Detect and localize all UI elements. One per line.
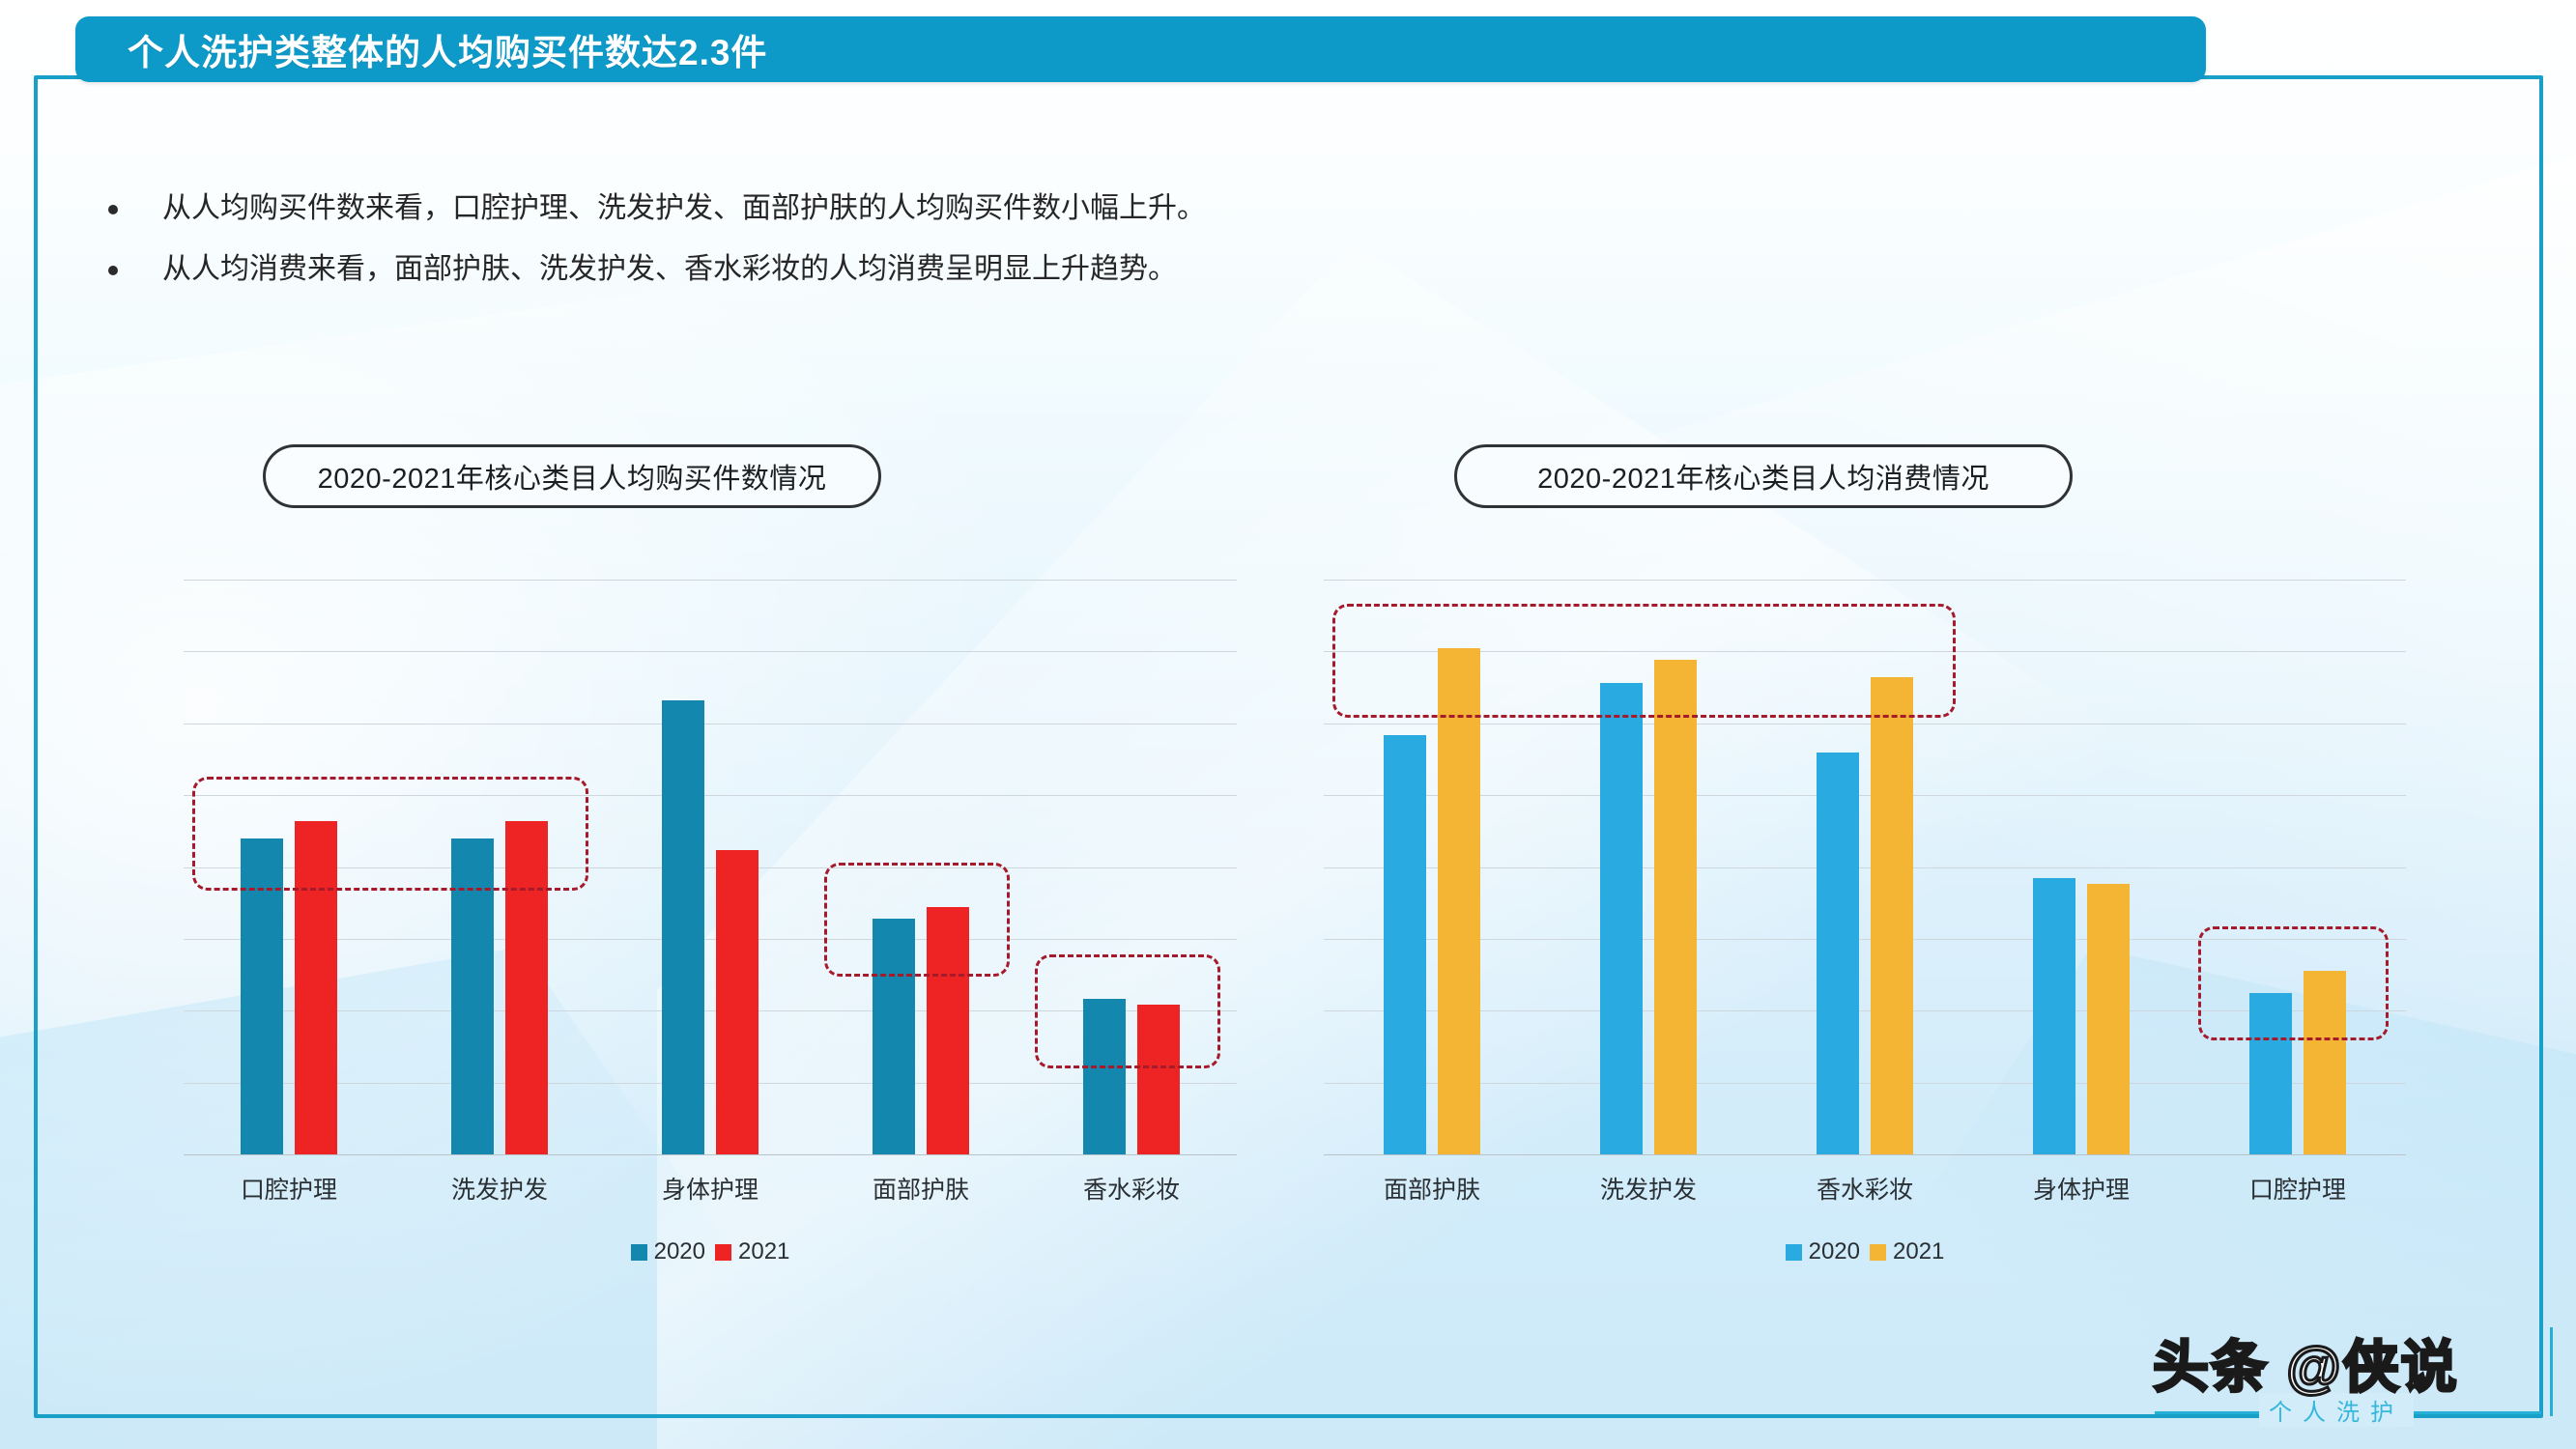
bar-group	[1324, 580, 1540, 1154]
bar-2020	[662, 699, 704, 1154]
bullet-list: 从人均购买件数来看，口腔护理、洗发护发、面部护肤的人均购买件数小幅上升。 从人均…	[108, 189, 2041, 310]
legend-swatch-icon	[630, 1243, 647, 1261]
bar-2020	[873, 919, 915, 1154]
x-axis-label: 洗发护发	[1599, 1177, 1697, 1204]
gridline	[1324, 795, 2406, 797]
gridline	[1324, 651, 2406, 653]
bar-group	[184, 580, 394, 1154]
bar-group	[1973, 580, 2190, 1154]
bar-group	[816, 580, 1026, 1154]
x-axis-label: 面部护肤	[1383, 1177, 1480, 1204]
bar-2021	[1654, 660, 1697, 1154]
bar-group	[394, 580, 605, 1154]
slide-title-bar: 个人洗护类整体的人均购买件数达2.3件	[75, 16, 2206, 82]
gridline	[184, 651, 1237, 653]
bar-group	[1026, 580, 1237, 1154]
page-title: 个人洗护类整体的人均购买件数达2.3件	[128, 33, 768, 72]
bar-2021	[1438, 648, 1480, 1154]
bar-2020	[1384, 734, 1426, 1154]
bar-group	[605, 580, 816, 1154]
bar-2020	[2033, 878, 2075, 1154]
bar-2020	[241, 838, 283, 1154]
bar-group	[1540, 580, 1757, 1154]
watermark-subtitle: 个人洗护	[2259, 1393, 2414, 1427]
watermark-title: 头条 @侠说	[2152, 1335, 2459, 1401]
watermark-corner-rule	[2550, 1327, 2553, 1416]
chart-title: 2020-2021年核心类目人均消费情况	[1537, 464, 1989, 495]
bar-2021	[2087, 884, 2130, 1154]
list-item: 从人均购买件数来看，口腔护理、洗发护发、面部护肤的人均购买件数小幅上升。	[108, 189, 2041, 229]
bullet-text: 从人均购买件数来看，口腔护理、洗发护发、面部护肤的人均购买件数小幅上升。	[162, 192, 1206, 224]
x-axis-label: 口腔护理	[240, 1177, 337, 1204]
bar-2020	[1600, 683, 1643, 1154]
bullet-text: 从人均消费来看，面部护肤、洗发护发、香水彩妆的人均消费呈明显上升趋势。	[162, 252, 1177, 285]
bar-2021	[716, 849, 758, 1154]
legend-label: 2020	[1808, 1238, 1860, 1264]
gridline	[184, 1082, 1237, 1084]
bar-2021	[505, 820, 548, 1154]
gridline	[184, 867, 1237, 868]
gridline	[184, 938, 1237, 940]
x-axis-label: 身体护理	[2032, 1177, 2130, 1204]
bar-group	[2190, 580, 2406, 1154]
x-axis-line	[184, 1154, 1237, 1155]
gridline	[1324, 1010, 2406, 1012]
x-axis-label: 洗发护发	[450, 1177, 548, 1204]
bar-group	[1757, 580, 1973, 1154]
x-axis-label: 面部护肤	[872, 1177, 969, 1204]
legend-swatch-icon	[1870, 1243, 1886, 1261]
chart-title-badge: 2020-2021年核心类目人均消费情况	[1454, 444, 2073, 508]
gridline	[1324, 938, 2406, 940]
plot-area	[1324, 580, 2406, 1155]
gridline	[184, 580, 1237, 581]
x-axis-label: 身体护理	[661, 1177, 758, 1204]
list-item: 从人均消费来看，面部护肤、洗发护发、香水彩妆的人均消费呈明显上升趋势。	[108, 250, 2041, 290]
bar-2021	[2304, 970, 2346, 1154]
chart-title: 2020-2021年核心类目人均购买件数情况	[317, 464, 827, 495]
chart-legend: 2020 2021	[1324, 1238, 2406, 1265]
chart-per-capita-items: 2020-2021年核心类目人均购买件数情况 口腔护理 洗发护发 身体护理 面部护肤 香…	[184, 444, 1237, 1294]
legend-item-2021[interactable]: 2021	[1870, 1238, 1944, 1265]
bullet-dot-icon	[108, 265, 118, 275]
chart-per-capita-spend: 2020-2021年核心类目人均消费情况 面部护肤 洗发护发 香水彩妆 身体护理 口腔护…	[1324, 444, 2406, 1294]
gridline	[1324, 580, 2406, 581]
x-axis-line	[1324, 1154, 2406, 1155]
legend-item-2020[interactable]: 2020	[1785, 1238, 1860, 1265]
x-axis-label: 香水彩妆	[1816, 1177, 1913, 1204]
bars-layer	[1324, 580, 2406, 1154]
legend-label: 2021	[738, 1238, 790, 1264]
legend-swatch-icon	[715, 1243, 731, 1261]
legend-label: 2020	[653, 1238, 705, 1264]
bar-2021	[1871, 677, 1913, 1154]
x-axis-label: 香水彩妆	[1082, 1177, 1180, 1204]
bar-2020	[451, 838, 494, 1154]
bar-2020	[1817, 752, 1859, 1154]
gridline	[1324, 867, 2406, 868]
plot-area	[184, 580, 1237, 1155]
legend-label: 2021	[1893, 1238, 1945, 1264]
watermark: 个人洗护 头条 @侠说	[2143, 1320, 2559, 1435]
x-axis-labels: 面部护肤 洗发护发 香水彩妆 身体护理 口腔护理	[1324, 1171, 2406, 1206]
bar-2021	[295, 820, 337, 1154]
bar-2021	[927, 907, 969, 1154]
gridline	[184, 795, 1237, 797]
bar-2021	[1137, 1005, 1180, 1154]
chart-legend: 2020 2021	[184, 1238, 1237, 1265]
bar-2020	[1083, 999, 1126, 1154]
bars-layer	[184, 580, 1237, 1154]
gridline	[1324, 1082, 2406, 1084]
bar-2020	[2249, 993, 2292, 1154]
gridline	[184, 1010, 1237, 1012]
chart-title-badge: 2020-2021年核心类目人均购买件数情况	[263, 444, 881, 508]
x-axis-labels: 口腔护理 洗发护发 身体护理 面部护肤 香水彩妆	[184, 1171, 1237, 1206]
x-axis-label: 口腔护理	[2248, 1177, 2346, 1204]
bullet-dot-icon	[108, 205, 118, 214]
legend-item-2020[interactable]: 2020	[630, 1238, 705, 1265]
legend-swatch-icon	[1785, 1243, 1802, 1261]
legend-item-2021[interactable]: 2021	[715, 1238, 789, 1265]
